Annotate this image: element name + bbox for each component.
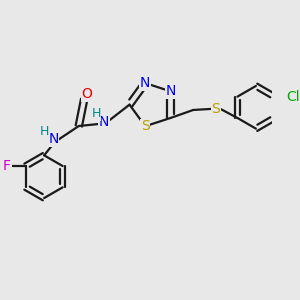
Text: N: N xyxy=(99,115,110,129)
Text: N: N xyxy=(165,84,176,98)
Text: F: F xyxy=(3,159,11,173)
Text: Cl: Cl xyxy=(286,90,300,104)
Text: H: H xyxy=(92,107,101,121)
Text: S: S xyxy=(141,119,150,133)
Text: N: N xyxy=(48,132,59,146)
Text: H: H xyxy=(40,125,50,138)
Text: N: N xyxy=(140,76,150,90)
Text: S: S xyxy=(212,102,220,116)
Text: O: O xyxy=(81,87,92,101)
